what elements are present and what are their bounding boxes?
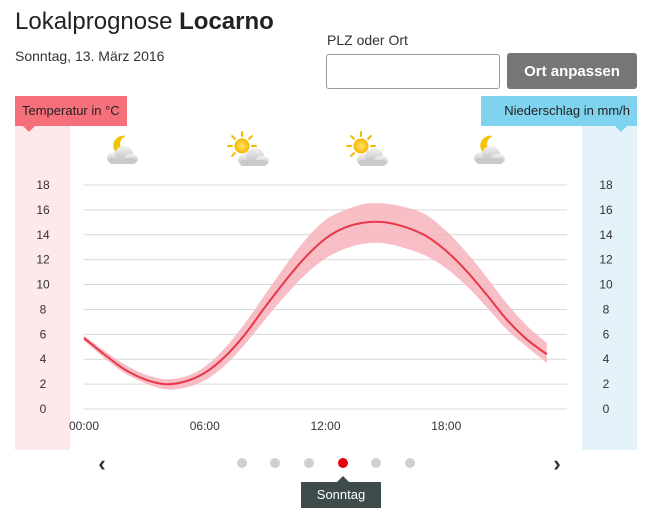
sun-ray: [350, 152, 355, 157]
active-day-tooltip: Sonntag: [301, 476, 381, 508]
temperature-range-band: [84, 203, 547, 390]
title-prefix: Lokalprognose: [15, 8, 173, 35]
y-tick-right: 2: [603, 377, 610, 391]
temperature-line: [83, 220, 548, 386]
y-tick-right: 12: [599, 253, 613, 267]
precipitation-legend-tag: Niederschlag in mm/h: [481, 96, 637, 132]
day-dot[interactable]: [270, 458, 280, 468]
sun-cloud-icon: [227, 131, 269, 166]
temperature-axis-band: [15, 126, 70, 450]
y-tick-right: 6: [603, 327, 610, 341]
y-tick-left: 18: [36, 178, 50, 192]
cloud-base: [109, 158, 136, 164]
y-tick-right: 14: [599, 228, 613, 242]
page-title: Lokalprognose Locarno: [15, 8, 274, 36]
sun-disc: [234, 138, 250, 154]
chevron-left-icon: ‹: [98, 451, 106, 476]
y-tick-left: 2: [40, 377, 47, 391]
next-day-button[interactable]: ›: [547, 452, 567, 476]
temperature-legend-tag: Temperatur in °C: [15, 96, 127, 132]
cloud-base: [359, 160, 386, 166]
sun-ray: [248, 135, 253, 140]
precipitation-axis-band: [582, 126, 637, 450]
day-dot[interactable]: [405, 458, 415, 468]
y-tick-right: 18: [599, 178, 613, 192]
day-dot[interactable]: [338, 458, 348, 468]
y-tick-right: 16: [599, 203, 613, 217]
sun-ray: [231, 135, 236, 140]
y-tick-right: 10: [599, 278, 613, 292]
y-tick-left: 14: [36, 228, 50, 242]
sun-cloud-icon: [346, 131, 388, 166]
location-input[interactable]: [326, 54, 500, 89]
day-dot[interactable]: [304, 458, 314, 468]
y-tick-left: 10: [36, 278, 50, 292]
y-tick-left: 6: [40, 327, 47, 341]
y-tick-right: 4: [603, 352, 610, 366]
y-tick-left: 16: [36, 203, 50, 217]
y-tick-left: 0: [40, 402, 47, 416]
sun-ray: [367, 135, 372, 140]
cloud-base: [240, 160, 267, 166]
cloud-base: [476, 158, 503, 164]
y-tick-left: 12: [36, 253, 50, 267]
moon-cloud-icon: [107, 135, 138, 164]
location-field-label: PLZ oder Ort: [327, 32, 408, 48]
y-tick-right: 0: [603, 402, 610, 416]
forecast-date: Sonntag, 13. März 2016: [15, 48, 165, 64]
y-tick-right: 8: [603, 302, 610, 316]
y-tick-left: 4: [40, 352, 47, 366]
chevron-right-icon: ›: [553, 451, 561, 476]
location-name: Locarno: [179, 8, 274, 35]
change-location-button[interactable]: Ort anpassen: [507, 53, 637, 89]
sun-ray: [231, 152, 236, 157]
x-tick-label: 12:00: [310, 419, 340, 433]
y-tick-left: 8: [40, 302, 47, 316]
sun-disc: [353, 138, 369, 154]
x-tick-label: 00:00: [69, 419, 99, 433]
moon-cloud-icon: [474, 135, 505, 164]
day-dot[interactable]: [371, 458, 381, 468]
sun-ray: [350, 135, 355, 140]
day-dot[interactable]: [237, 458, 247, 468]
x-tick-label: 06:00: [190, 419, 220, 433]
x-tick-label: 18:00: [431, 419, 461, 433]
previous-day-button[interactable]: ‹: [92, 452, 112, 476]
